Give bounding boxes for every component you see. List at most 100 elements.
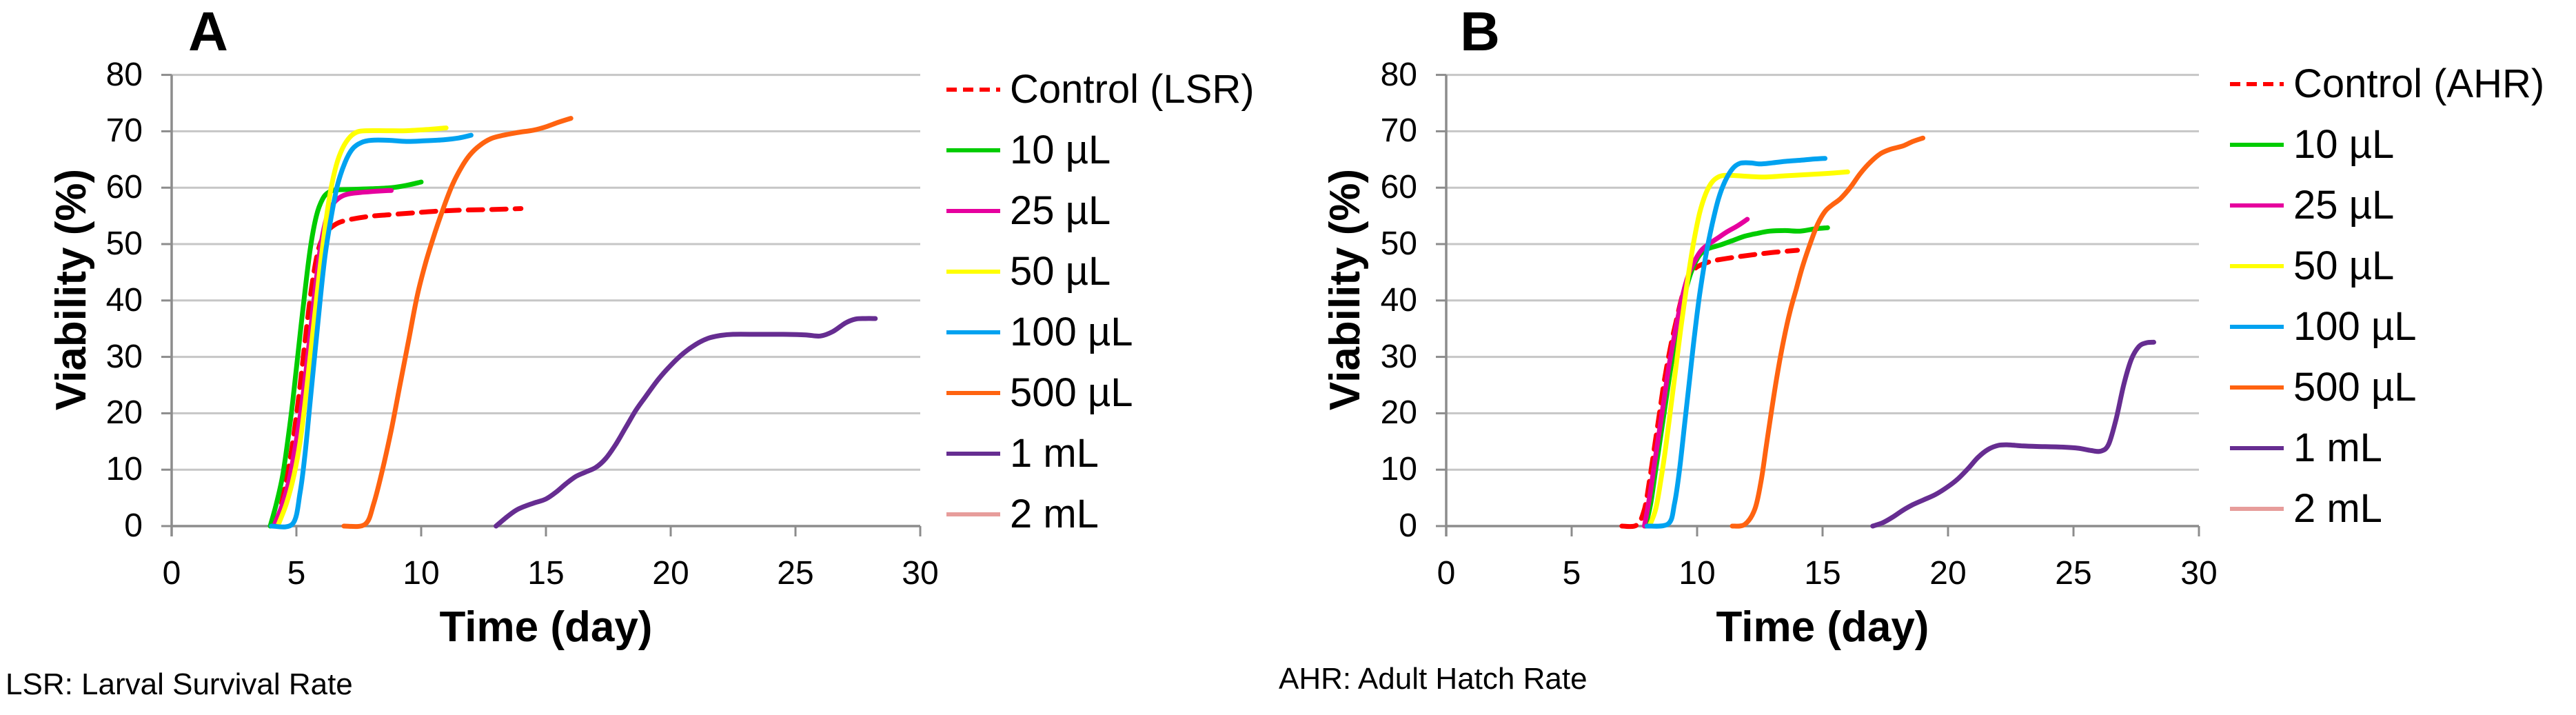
legend-swatch [946,391,1000,395]
y-tick-label: 10 [1380,451,1417,488]
legend-label: Control (AHR) [2293,61,2545,106]
y-tick-label: 50 [1380,225,1417,262]
legend-swatch [946,512,1000,516]
legend-item-100-l: 100 µL [946,302,1255,363]
panel-b-plot [1436,74,2200,536]
legend-item-control-ahr: Control (AHR) [2230,54,2544,114]
legend-swatch [2230,143,2284,147]
panel-a-caption: LSR: Larval Survival Rate [6,667,353,701]
legend-label: 500 µL [2293,365,2417,410]
series-50-l [275,125,449,529]
legend-item-2-ml: 2 mL [946,484,1255,545]
x-tick-label: 15 [1804,555,1841,592]
series-100-l [269,132,474,530]
series-100-l [1644,156,1828,529]
x-tick-label: 10 [1679,555,1716,592]
x-tick-label: 0 [1437,555,1456,592]
y-tick-label: 0 [124,507,143,544]
legend-item-25-l: 25 µL [2230,175,2544,236]
y-tick-label: 30 [1380,338,1417,375]
y-tick-label: 60 [1380,169,1417,206]
panel-b-x-axis-title: Time (day) [1716,603,1929,651]
legend-label: 50 µL [2293,243,2395,288]
y-tick-label: 80 [105,56,143,93]
y-tick-label: 40 [1380,281,1417,319]
series-1-ml [1870,339,2156,529]
panel-a-legend: Control (LSR) 10 µL 25 µL 50 µL 100 µL 500 µL… [946,59,1255,545]
legend-swatch [2230,203,2284,208]
legend-label: 10 µL [1010,128,1111,172]
y-tick-label: 40 [105,281,143,319]
legend-item-2-ml: 2 mL [2230,479,2544,539]
legend-label: 2 mL [1010,492,1099,536]
legend-swatch [946,88,1000,92]
x-tick-label: 10 [403,555,440,592]
y-tick-label: 80 [1380,56,1417,93]
series-1-ml [494,316,878,529]
legend-swatch [2230,385,2284,390]
x-tick-label: 30 [2180,555,2218,592]
series-control-lsr [274,206,524,529]
legend-swatch [2230,264,2284,268]
legend-label: 25 µL [1010,188,1111,233]
y-tick-label: 20 [105,394,143,432]
series-10-l [267,179,424,529]
panel-b-letter: B [1460,1,1500,62]
legend-item-10-l: 10 µL [946,120,1255,181]
legend-swatch [2230,325,2284,329]
legend-item-500-l: 500 µL [946,363,1255,423]
x-tick-label: 15 [527,555,565,592]
legend-item-10-l: 10 µL [2230,114,2544,175]
legend-label: 100 µL [2293,304,2417,349]
y-tick-label: 10 [105,451,143,488]
x-tick-label: 25 [2055,555,2092,592]
legend-item-1-ml: 1 mL [2230,418,2544,479]
x-tick-label: 25 [777,555,814,592]
panel-a-plot [161,74,922,536]
panel-b-caption: AHR: Adult Hatch Rate [1279,662,1588,696]
legend-label: 1 mL [1010,431,1099,476]
y-tick-label: 60 [105,169,143,206]
legend-item-50-l: 50 µL [2230,236,2544,296]
legend-swatch [2230,507,2284,511]
legend-swatch [2230,82,2284,86]
legend-label: 1 mL [2293,425,2382,470]
y-tick-label: 0 [1399,507,1417,544]
legend-item-500-l: 500 µL [2230,357,2544,418]
legend-item-1-ml: 1 mL [946,423,1255,484]
series-control-ahr [1619,248,1801,530]
y-tick-label: 30 [105,338,143,375]
panel-a-x-axis-title: Time (day) [439,603,653,651]
legend-item-25-l: 25 µL [946,181,1255,241]
legend-item-100-l: 100 µL [2230,296,2544,357]
legend-item-50-l: 50 µL [946,241,1255,302]
legend-swatch [946,452,1000,456]
legend-label: Control (LSR) [1010,67,1255,112]
x-tick-label: 5 [1562,555,1581,592]
legend-swatch [946,209,1000,213]
series-500-l [341,116,574,530]
legend-label: 10 µL [2293,122,2395,167]
panel-b-legend: Control (AHR) 10 µL 25 µL 50 µL 100 µL 500 µL… [2230,54,2544,539]
y-tick-label: 20 [1380,394,1417,432]
legend-swatch [946,270,1000,274]
legend-label: 50 µL [1010,249,1111,294]
x-tick-label: 20 [652,555,689,592]
y-tick-label: 70 [1380,112,1417,150]
legend-swatch [2230,446,2284,450]
legend-label: 2 mL [2293,486,2382,531]
legend-label: 500 µL [1010,370,1133,415]
x-tick-label: 30 [902,555,939,592]
series-500-l [1730,135,1926,529]
x-tick-label: 5 [287,555,306,592]
x-tick-label: 20 [1929,555,1967,592]
y-tick-label: 70 [105,112,143,150]
series-50-l [1647,169,1850,529]
panel-a-letter: A [188,1,228,62]
legend-swatch [946,330,1000,334]
x-tick-label: 0 [162,555,181,592]
legend-swatch [946,148,1000,152]
legend-label: 100 µL [1010,310,1133,354]
